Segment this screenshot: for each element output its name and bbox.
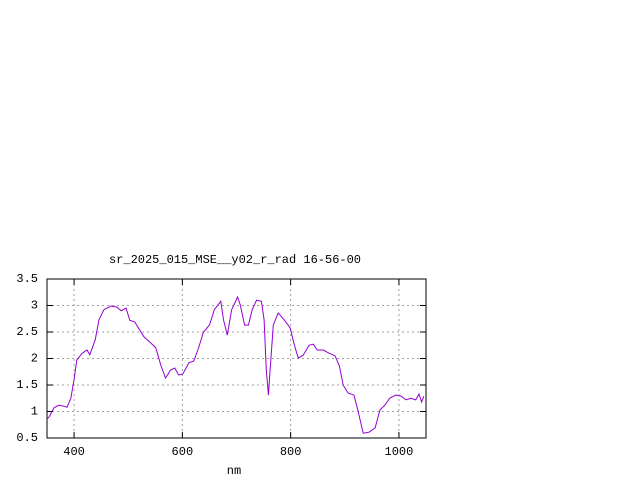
x-tick-label: 600 bbox=[172, 445, 194, 459]
y-tick-label: 2.5 bbox=[16, 325, 38, 339]
x-axis-label: nm bbox=[227, 464, 241, 478]
y-tick-label: 3.5 bbox=[16, 272, 38, 286]
data-line bbox=[46, 295, 425, 434]
y-tick-label: 1 bbox=[31, 405, 38, 419]
y-tick-label: 3 bbox=[31, 299, 38, 313]
y-tick-label: 1.5 bbox=[16, 378, 38, 392]
plot-frame bbox=[46, 278, 427, 439]
x-tick-label: 400 bbox=[63, 445, 85, 459]
y-tick-label: 2 bbox=[31, 352, 38, 366]
y-tick-label: 0.5 bbox=[16, 431, 38, 445]
chart-title: sr_2025_015_MSE__y02_r_rad 16-56-00 bbox=[109, 253, 361, 267]
x-tick-label: 1000 bbox=[385, 445, 414, 459]
x-tick-label: 800 bbox=[280, 445, 302, 459]
